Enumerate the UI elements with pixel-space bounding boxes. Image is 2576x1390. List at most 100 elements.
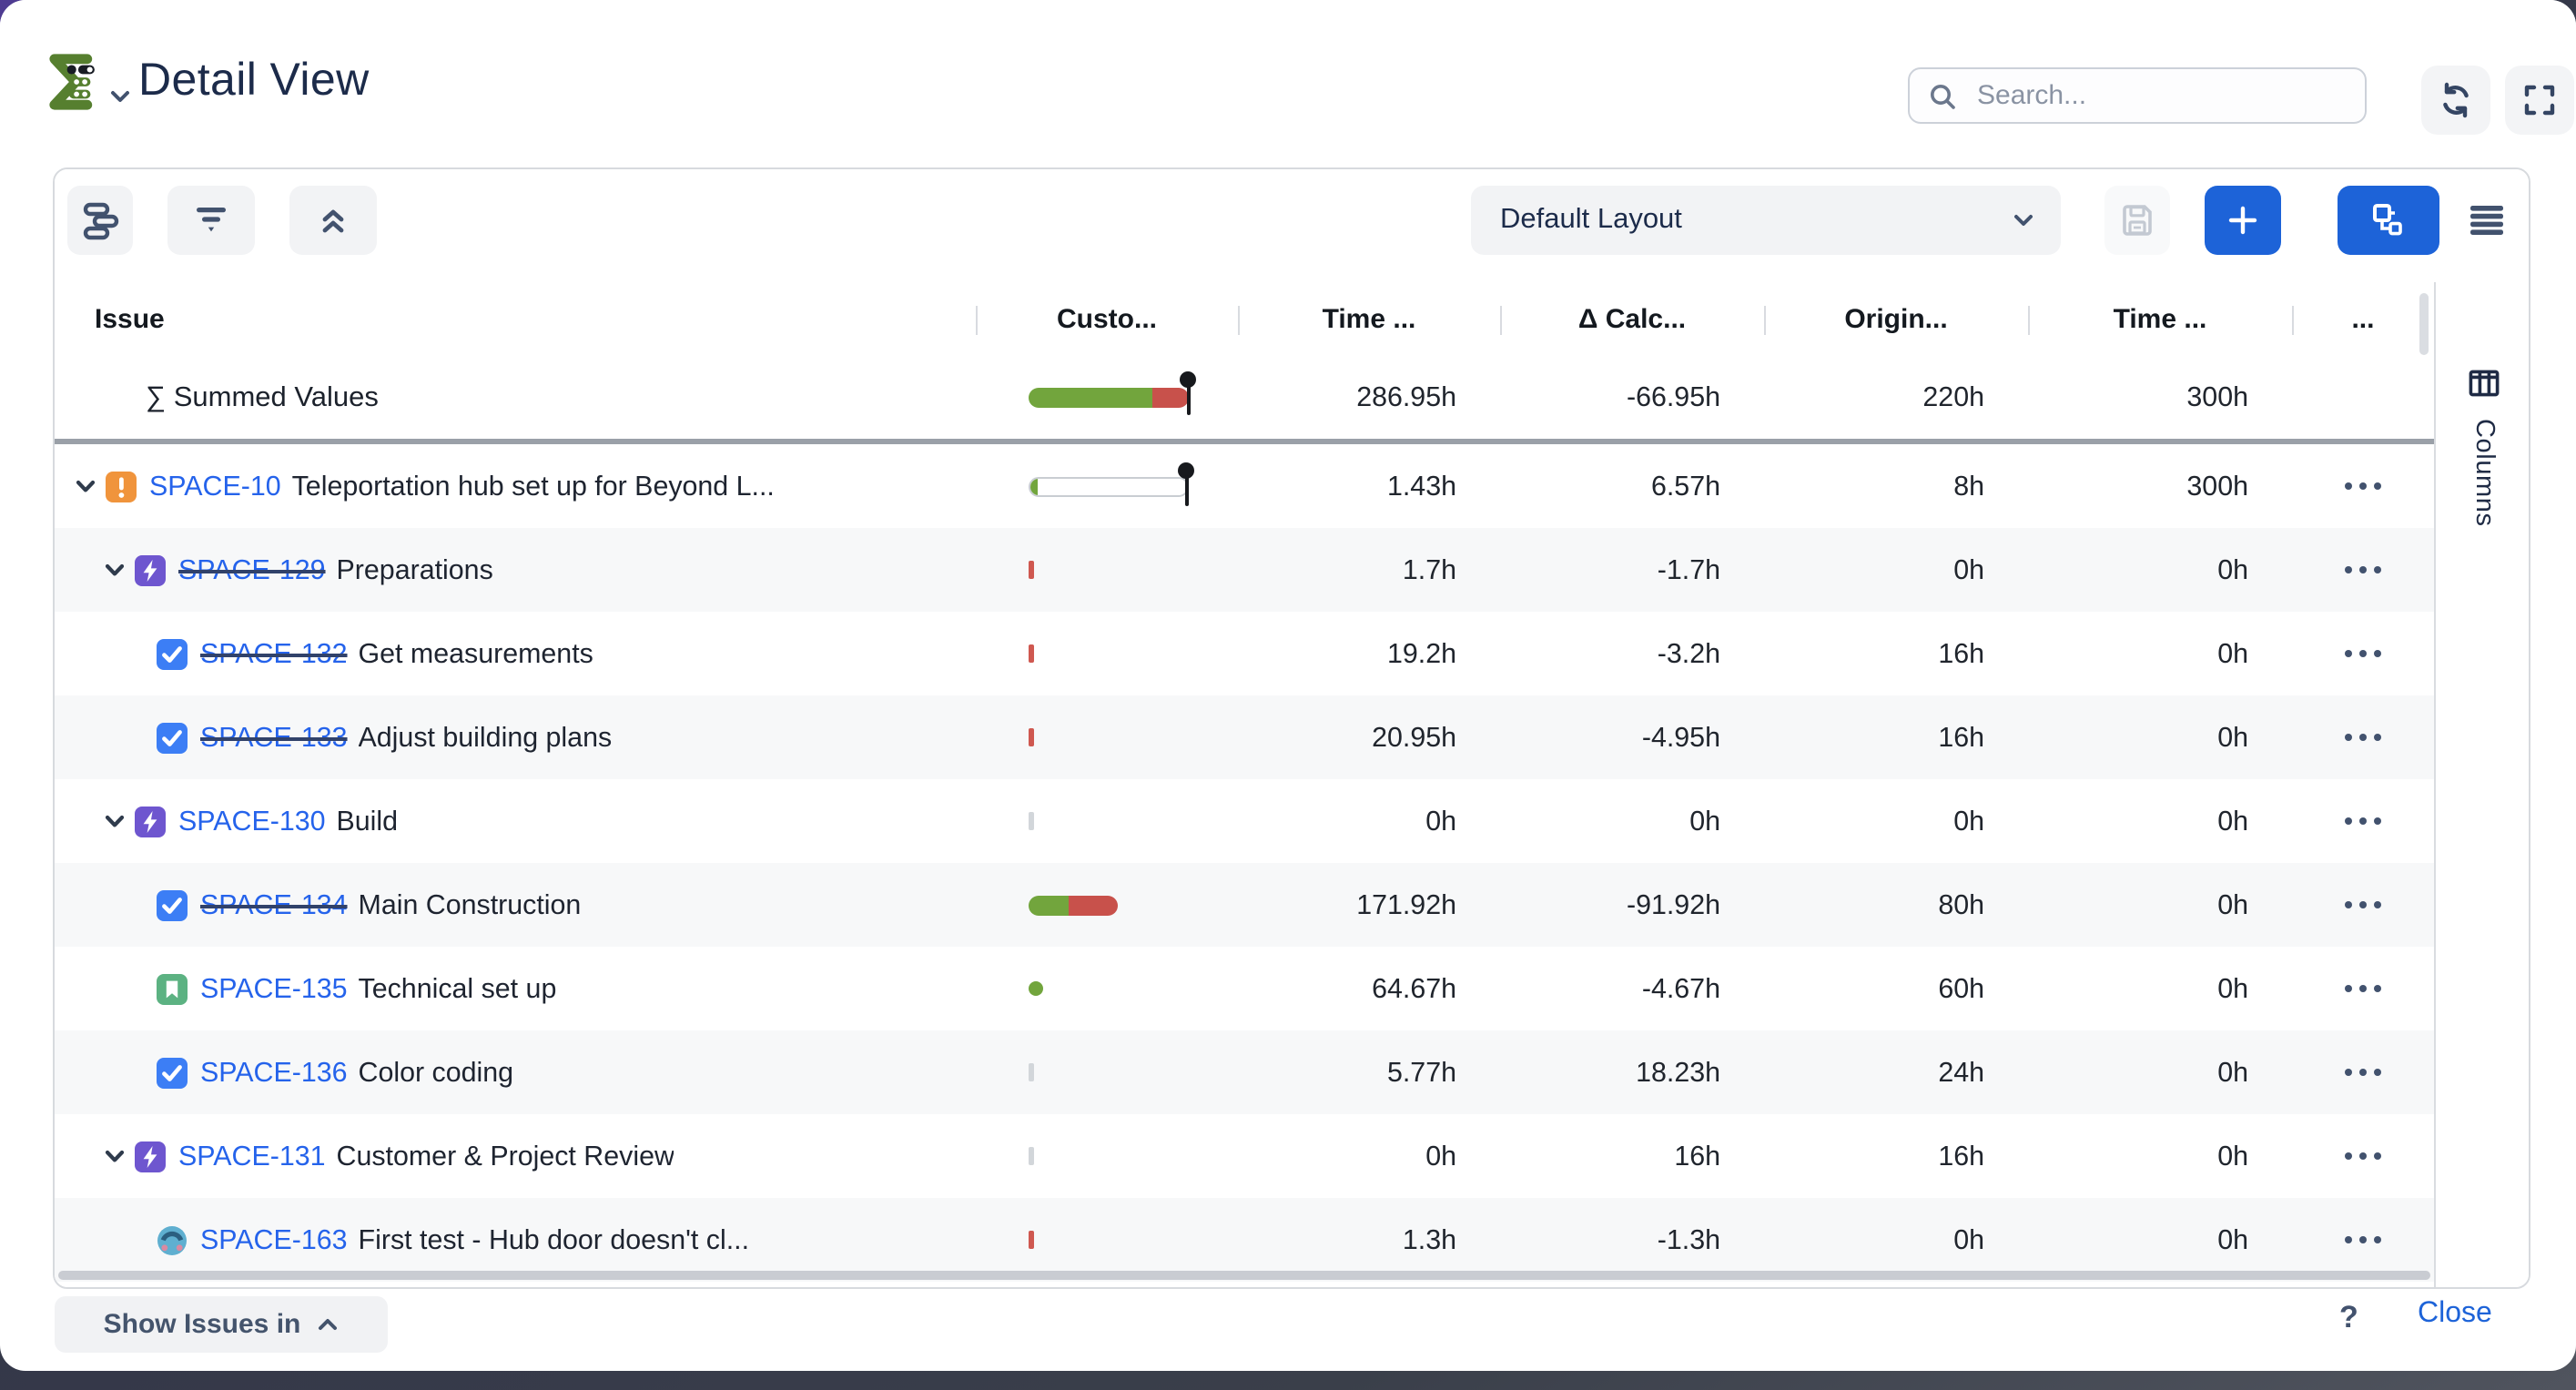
expand-toggle[interactable] <box>102 810 127 832</box>
check-issue-type-icon <box>157 638 188 669</box>
ellipsis-icon <box>2345 985 2381 992</box>
time-value-cell: 1.3h <box>1402 1224 1456 1255</box>
column-separator <box>976 305 978 334</box>
issue-key-link[interactable]: SPACE-136 <box>200 1057 348 1088</box>
row-actions-button[interactable] <box>2336 976 2390 1001</box>
row-actions-cell <box>2292 947 2434 1030</box>
row-actions-button[interactable] <box>2336 808 2390 834</box>
issue-key-link[interactable]: SPACE-163 <box>200 1224 348 1255</box>
columns-sidebar-toggle[interactable]: Columns <box>2434 282 2529 1287</box>
issue-row: SPACE-136 Color coding 5.77h 18.23h 24h 0h <box>55 1030 2434 1114</box>
issue-cell: SPACE-133 Adjust building plans <box>55 695 976 779</box>
collapse-all-button[interactable] <box>289 186 377 255</box>
bookmark-issue-type-icon <box>157 973 188 1004</box>
add-item-icon <box>2228 206 2257 235</box>
tree-view-button[interactable] <box>2338 186 2439 255</box>
help-button[interactable]: ? <box>2339 1300 2358 1334</box>
time-value-cell: -4.95h <box>1641 722 1720 753</box>
issue-cell: SPACE-136 Color coding <box>55 1030 976 1114</box>
column-header-label: Origin... <box>1844 304 1948 335</box>
search-box[interactable] <box>1908 67 2367 124</box>
close-button[interactable]: Close <box>2418 1298 2492 1329</box>
column-header-label: Time ... <box>1322 304 1416 335</box>
time-value-cell: 64.67h <box>1372 973 1456 1004</box>
list-view-button[interactable] <box>2454 186 2520 255</box>
issue-key-link[interactable]: SPACE-131 <box>178 1141 326 1172</box>
row-actions-button[interactable] <box>2336 1227 2390 1253</box>
save-layout-button[interactable] <box>2104 186 2170 255</box>
row-actions-cell <box>2292 1114 2434 1198</box>
layout-selector[interactable]: Default Layout <box>1471 186 2061 255</box>
row-actions-button[interactable] <box>2336 557 2390 583</box>
ellipsis-icon <box>2345 1069 2381 1076</box>
expand-toggle[interactable] <box>102 559 127 581</box>
ellipsis-icon <box>2345 817 2381 825</box>
group-by-icon <box>83 202 119 240</box>
search-input[interactable] <box>1973 78 2350 113</box>
row-actions-button[interactable] <box>2336 641 2390 666</box>
summed-values-row: ∑ Summed Values 286.95h -66.95h 220h 300h <box>55 357 2434 444</box>
issue-summary: Customer & Project Review <box>336 1141 674 1172</box>
row-actions-button[interactable] <box>2336 1143 2390 1169</box>
check-issue-type-icon <box>157 889 188 920</box>
group-by-button[interactable] <box>67 186 133 255</box>
expand-toggle[interactable] <box>73 475 98 497</box>
show-issues-in-button[interactable]: Show Issues in <box>55 1296 388 1353</box>
issue-key-link[interactable]: SPACE-10 <box>149 471 281 502</box>
column-header-label: Δ Calc... <box>1577 304 1687 335</box>
issue-row: SPACE-131 Customer & Project Review 0h 16h 1… <box>55 1114 2434 1198</box>
time-value-cell: 300h <box>2186 471 2248 502</box>
filter-button[interactable] <box>167 186 255 255</box>
columns-icon <box>2469 370 2500 397</box>
ellipsis-icon <box>2345 1152 2381 1160</box>
time-value-cell: 80h <box>1938 889 1984 920</box>
progress-bar <box>1029 462 1194 505</box>
target-pin-marker <box>1180 371 1196 419</box>
issue-row: SPACE-130 Build 0h 0h 0h 0h <box>55 779 2434 863</box>
issue-key-link[interactable]: SPACE-133 <box>200 722 348 753</box>
custom-issue-type-icon <box>157 1224 188 1255</box>
row-actions-button[interactable] <box>2336 1060 2390 1085</box>
time-value-cell: 0h <box>2217 889 2248 920</box>
ellipsis-icon <box>2345 566 2381 573</box>
issue-key-link[interactable]: SPACE-135 <box>200 973 348 1004</box>
issue-key-link[interactable]: SPACE-130 <box>178 806 326 837</box>
row-actions-button[interactable] <box>2336 473 2390 499</box>
issue-row: SPACE-134 Main Construction 171.92h -91.92h… <box>55 863 2434 947</box>
issue-key-link[interactable]: SPACE-134 <box>200 889 348 920</box>
horizontal-scrollbar[interactable] <box>58 1271 2430 1280</box>
progress-cell <box>976 528 1238 612</box>
check-issue-type-icon <box>157 722 188 753</box>
time-value-cell: 1.7h <box>1402 554 1456 585</box>
progress-tick <box>1029 644 1034 663</box>
time-value-cell: 0h <box>1425 806 1456 837</box>
column-header-label: Custo... <box>1057 304 1157 335</box>
progress-tick <box>1029 1063 1034 1081</box>
expand-toggle[interactable] <box>102 1145 127 1167</box>
row-actions-button[interactable] <box>2336 892 2390 918</box>
time-value-cell: 0h <box>2217 638 2248 669</box>
issue-key-link[interactable]: SPACE-129 <box>178 554 326 585</box>
fullscreen-button[interactable] <box>2505 66 2574 135</box>
add-item-button[interactable] <box>2205 186 2281 255</box>
chevron-down-icon <box>2014 215 2033 226</box>
progress-dot <box>1029 981 1043 996</box>
time-value-cell: -4.67h <box>1641 973 1720 1004</box>
row-actions-cell <box>2292 1030 2434 1114</box>
vertical-scrollbar[interactable] <box>2419 293 2429 355</box>
ellipsis-icon <box>2345 734 2381 741</box>
issue-cell: SPACE-131 Customer & Project Review <box>55 1114 976 1198</box>
time-value-cell: 1.43h <box>1386 471 1456 502</box>
refresh-button[interactable] <box>2421 66 2490 135</box>
bolt-issue-type-icon <box>135 806 166 837</box>
row-actions-cell <box>2292 612 2434 695</box>
chevron-down-icon[interactable] <box>109 87 131 106</box>
issue-key-link[interactable]: SPACE-132 <box>200 638 348 669</box>
chevron-down-icon <box>76 480 96 492</box>
time-value-cell: 19.2h <box>1386 638 1456 669</box>
row-actions-button[interactable] <box>2336 725 2390 750</box>
issue-row: SPACE-163 First test - Hub door doesn't c… <box>55 1198 2434 1282</box>
row-actions-cell <box>2292 528 2434 612</box>
summed-value: 286.95h <box>1356 382 1456 413</box>
time-value-cell: 16h <box>1938 722 1984 753</box>
